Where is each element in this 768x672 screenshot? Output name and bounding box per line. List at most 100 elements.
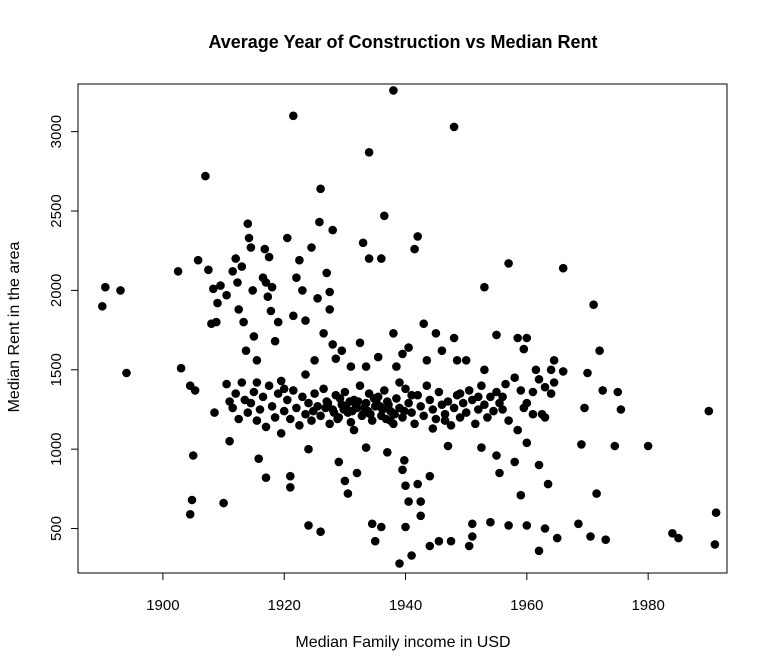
data-point (480, 282, 489, 292)
data-point (398, 465, 407, 475)
data-point (286, 414, 295, 424)
data-point (252, 416, 262, 425)
data-point (574, 519, 583, 529)
data-point (316, 411, 325, 421)
data-point (301, 316, 310, 325)
data-point (516, 490, 526, 500)
data-point (373, 352, 383, 362)
data-point (325, 419, 335, 429)
data-point (270, 336, 280, 346)
data-point (201, 171, 210, 181)
data-point (349, 425, 359, 435)
data-point (315, 217, 324, 227)
data-point (261, 422, 271, 432)
data-point (329, 408, 339, 417)
y-tick-label: 1000 (48, 432, 65, 465)
data-point (401, 522, 410, 532)
y-tick-label: 1500 (48, 353, 65, 386)
data-point (531, 365, 541, 375)
data-point (219, 498, 228, 508)
x-axis: 1900 1920 1940 1960 1980 (146, 572, 665, 614)
data-point (601, 535, 610, 544)
data-point (310, 389, 319, 398)
data-point (101, 282, 110, 292)
data-point (298, 286, 307, 295)
data-point (298, 392, 307, 402)
data-point (589, 300, 598, 310)
data-point (616, 405, 626, 414)
data-point (461, 408, 471, 417)
data-point (464, 541, 474, 551)
data-point (392, 394, 401, 403)
data-point (335, 394, 345, 403)
data-point (187, 495, 197, 505)
data-point (209, 284, 218, 294)
data-point (267, 402, 277, 411)
chart-title: Average Year of Construction vs Median R… (208, 32, 597, 52)
data-point (546, 365, 556, 375)
y-tick-label: 500 (48, 516, 65, 541)
data-point (389, 329, 398, 338)
data-point (249, 387, 259, 397)
data-point (292, 403, 301, 413)
data-point (504, 416, 513, 425)
data-point (710, 540, 720, 549)
data-point (558, 367, 568, 376)
data-point (407, 390, 416, 400)
data-point (267, 282, 277, 292)
data-point (384, 400, 393, 410)
data-point (273, 317, 283, 327)
data-point (357, 411, 367, 421)
data-point (347, 406, 357, 416)
data-point (428, 405, 438, 414)
data-point (510, 457, 519, 467)
data-point (361, 362, 371, 371)
data-point (244, 233, 254, 243)
data-point (316, 184, 325, 194)
data-point (331, 354, 341, 364)
data-point (400, 456, 409, 465)
data-point (540, 413, 550, 422)
data-point (380, 386, 389, 395)
data-point (395, 559, 404, 568)
data-point (395, 378, 404, 387)
x-tick-label: 1940 (389, 597, 422, 614)
data-point (307, 243, 316, 252)
data-point (176, 363, 186, 373)
data-point (446, 421, 456, 430)
data-point (340, 476, 350, 486)
data-point (260, 244, 270, 254)
data-point (400, 406, 409, 416)
data-point (387, 408, 397, 417)
data-point (522, 438, 532, 448)
data-point (486, 517, 495, 527)
data-point (343, 489, 353, 498)
data-point (231, 254, 240, 263)
data-point (480, 400, 489, 410)
data-point (416, 402, 426, 411)
data-point (283, 233, 292, 243)
data-point (193, 255, 203, 265)
data-point (261, 278, 271, 287)
data-point (295, 421, 304, 430)
data-point (276, 376, 286, 386)
data-point (328, 225, 338, 235)
data-point (225, 397, 234, 406)
data-point (234, 305, 243, 314)
data-point (370, 536, 380, 546)
data-point (549, 356, 559, 365)
data-point (446, 536, 456, 546)
data-point (668, 529, 677, 538)
data-point (266, 306, 276, 316)
data-point (452, 356, 462, 365)
data-point (364, 148, 374, 157)
data-point (404, 343, 413, 352)
data-point (464, 386, 474, 395)
data-point (304, 521, 313, 530)
data-point (425, 541, 435, 551)
data-point (246, 398, 256, 408)
data-point (325, 305, 335, 314)
data-point (474, 405, 483, 414)
data-point (279, 384, 289, 394)
data-point (410, 244, 419, 254)
